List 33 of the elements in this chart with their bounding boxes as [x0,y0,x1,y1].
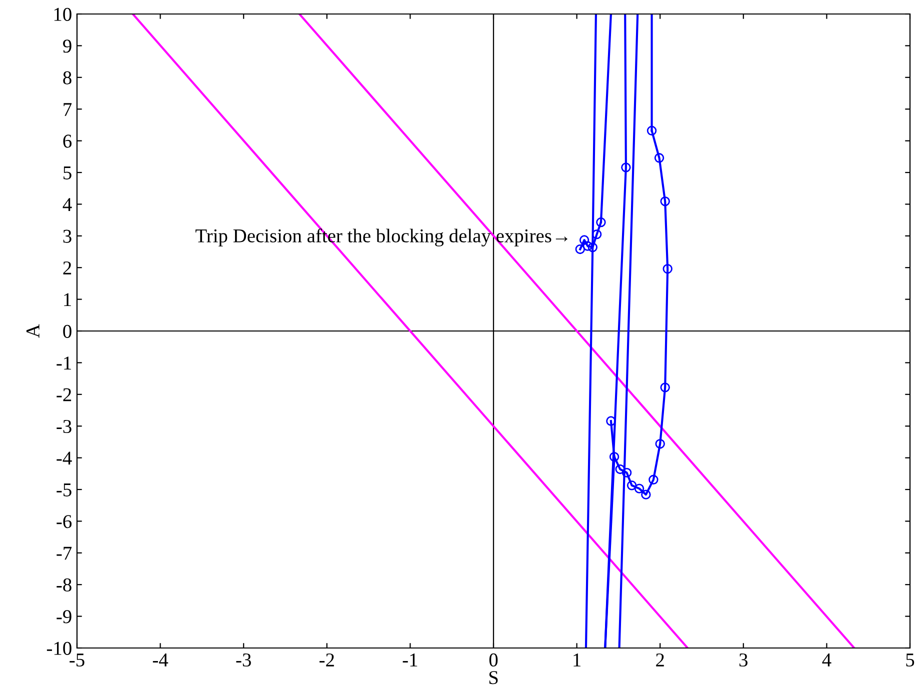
x-tick-label: 1 [574,654,580,666]
y-tick-label: 2 [63,261,72,274]
y-tick-label: -1 [56,356,71,370]
y-tick-label: -6 [56,515,72,528]
y-tick-label: -9 [56,610,72,624]
x-tick-label: -3 [236,653,251,667]
y-tick-label: 7 [64,103,72,116]
x-tick-label: -1 [402,654,418,666]
x-tick-label: -2 [320,653,334,666]
y-tick-label: 0 [63,324,72,338]
y-tick-label: 4 [62,198,72,211]
y-tick-label: 6 [63,134,72,148]
y-tick-label: -7 [56,546,72,560]
x-tick-label: 5 [906,654,914,667]
x-tick-label: -4 [152,654,168,666]
y-tick-label: -5 [56,484,72,496]
y-tick-label: -8 [56,578,72,592]
y-tick-label: -4 [56,452,72,465]
y-tick-label: 3 [63,230,72,243]
x-tick-label: 3 [739,653,748,667]
x-tick-label: 4 [822,654,832,666]
y-axis-title: A [26,324,40,338]
y-tick-label: 1 [64,293,71,306]
y-tick-label: -10 [46,642,72,655]
x-tick-label: 0 [489,653,498,667]
y-tick-label: -3 [56,420,72,434]
y-tick-label: -2 [56,388,72,402]
x-axis-title: S [489,671,498,684]
y-tick-label: 9 [63,40,72,53]
y-tick-label: 5 [64,166,72,180]
y-tick-label: 8 [63,71,72,84]
y-tick-label: 10 [54,8,72,21]
x-tick-label: 2 [656,653,664,666]
